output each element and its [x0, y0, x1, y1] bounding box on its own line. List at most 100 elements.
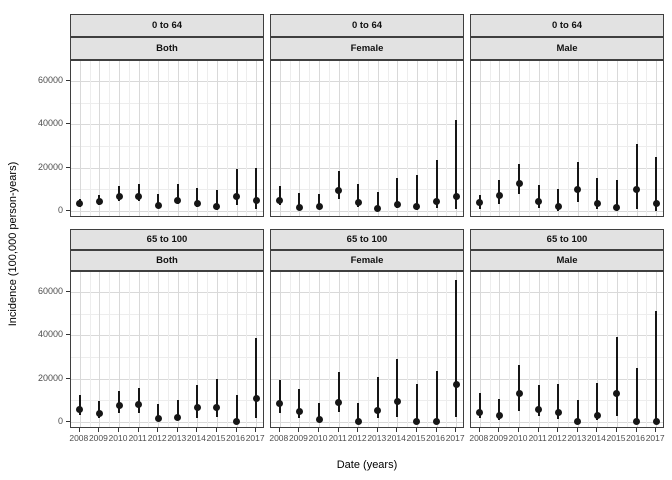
gridline-major-horizontal	[71, 81, 263, 83]
gridline-minor-vertical	[89, 61, 91, 216]
gridline-major-vertical	[119, 272, 120, 427]
gridline-minor-vertical	[426, 272, 428, 427]
y-tick-mark	[66, 377, 70, 379]
x-tick-mark	[98, 428, 100, 432]
x-tick-mark	[118, 428, 119, 432]
gridline-major-horizontal	[271, 335, 463, 337]
errorbar	[298, 192, 301, 210]
errorbar	[537, 184, 540, 209]
gridline-minor-horizontal	[71, 356, 263, 358]
gridline-minor-vertical	[548, 272, 550, 427]
gridline-minor-vertical	[387, 272, 389, 427]
gridline-major-vertical	[499, 61, 501, 216]
gridline-minor-vertical	[348, 272, 350, 427]
x-tick-label: 2012	[347, 433, 367, 443]
errorbar	[518, 163, 520, 194]
gridline-major-horizontal	[471, 292, 663, 294]
errorbar	[357, 184, 360, 207]
gridline-major-vertical	[216, 61, 218, 216]
errorbar	[478, 392, 481, 418]
gridline-minor-vertical	[646, 272, 648, 427]
gridline-minor-vertical	[446, 272, 448, 427]
gridline-major-horizontal	[71, 210, 263, 212]
gridline-minor-horizontal	[271, 189, 463, 191]
gridline-minor-vertical	[509, 272, 511, 427]
gridline-minor-vertical	[587, 272, 589, 427]
gridline-minor-horizontal	[271, 400, 463, 402]
gridline-major-vertical	[499, 272, 501, 427]
errorbar	[278, 379, 281, 414]
gridline-minor-vertical	[348, 61, 350, 216]
gridline-minor-vertical	[407, 61, 409, 216]
x-tick-mark	[576, 428, 578, 432]
gridline-minor-vertical	[309, 61, 311, 216]
errorbar	[278, 185, 281, 206]
errorbar	[337, 372, 340, 413]
gridline-major-vertical	[656, 61, 658, 216]
x-tick-mark	[655, 428, 657, 432]
point-estimate	[374, 407, 382, 415]
point-estimate	[452, 380, 460, 388]
x-tick-mark	[415, 428, 417, 432]
point-estimate	[95, 410, 103, 418]
errorbar	[635, 368, 638, 422]
gridline-major-vertical	[119, 61, 120, 216]
gridline-major-horizontal	[471, 167, 663, 169]
y-tick-label: 60000	[37, 75, 63, 86]
errorbar	[396, 358, 399, 417]
gridline-minor-vertical	[128, 272, 130, 427]
point-estimate	[233, 192, 241, 200]
errorbar	[537, 384, 540, 417]
facet-panel	[270, 60, 464, 217]
point-estimate	[593, 412, 601, 420]
gridline-major-vertical	[358, 61, 360, 216]
x-tick-label: 2013	[167, 433, 187, 443]
x-tick-label: 2015	[206, 433, 226, 443]
x-tick-label: 2015	[406, 433, 426, 443]
x-tick-label: 2009	[88, 433, 108, 443]
gridline-major-vertical	[416, 61, 418, 216]
gridline-minor-vertical	[607, 272, 609, 427]
y-tick-mark	[66, 420, 70, 422]
x-tick-mark	[157, 428, 159, 432]
facet-panel	[470, 60, 664, 217]
gridline-minor-vertical	[289, 61, 291, 216]
facet-panel	[70, 271, 264, 428]
gridline-major-horizontal	[471, 124, 663, 126]
x-tick-mark	[498, 428, 500, 432]
gridline-major-vertical	[216, 272, 218, 427]
point-estimate	[476, 409, 484, 417]
point-estimate	[593, 200, 601, 208]
errorbar	[576, 399, 579, 422]
x-tick-label: 2017	[445, 433, 465, 443]
gridline-major-vertical	[377, 61, 379, 216]
facet-strip-sex: Male	[470, 250, 664, 271]
x-tick-label: 2011	[128, 433, 147, 443]
gridline-major-vertical	[358, 272, 360, 427]
errorbar	[196, 384, 199, 418]
errorbar	[635, 144, 638, 210]
errorbar	[415, 175, 418, 210]
x-tick-mark	[557, 428, 559, 432]
x-tick-mark	[615, 428, 617, 432]
gridline-major-vertical	[397, 61, 399, 216]
errorbar	[157, 193, 160, 209]
y-tick-mark	[66, 80, 70, 82]
point-estimate	[276, 400, 284, 408]
errorbar	[435, 160, 438, 208]
gridline-minor-horizontal	[71, 313, 263, 315]
gridline-minor-vertical	[407, 272, 409, 427]
gridline-minor-vertical	[328, 61, 330, 216]
x-tick-mark	[596, 428, 598, 432]
gridline-minor-vertical	[168, 272, 169, 427]
point-estimate	[76, 199, 84, 207]
gridline-major-vertical	[279, 61, 281, 216]
gridline-major-vertical	[299, 272, 301, 427]
point-estimate	[135, 192, 143, 200]
gridline-minor-horizontal	[471, 189, 663, 191]
errorbar	[215, 378, 218, 417]
gridline-minor-vertical	[328, 272, 330, 427]
point-estimate	[535, 197, 543, 205]
point-estimate	[315, 415, 323, 423]
point-estimate	[315, 203, 323, 211]
